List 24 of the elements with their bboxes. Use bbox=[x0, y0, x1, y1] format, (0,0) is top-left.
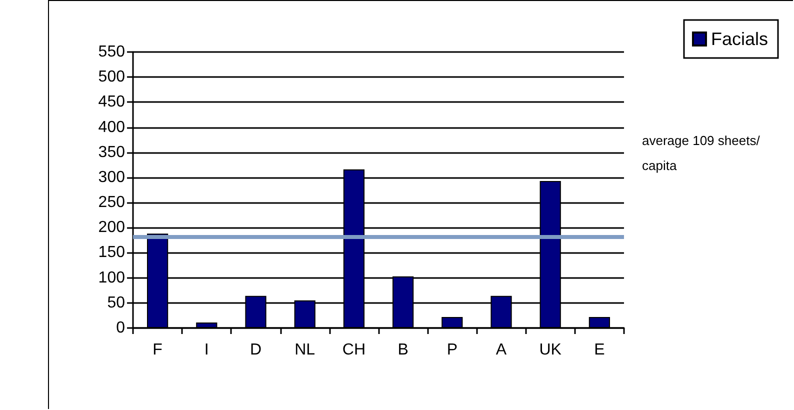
x-tick-label: P bbox=[446, 342, 458, 358]
x-tick-label: CH bbox=[342, 342, 366, 358]
y-tick-label: 150 bbox=[98, 244, 126, 262]
x-tick-label: F bbox=[152, 342, 163, 358]
y-tick-label: 450 bbox=[98, 94, 126, 111]
x-tick-label: D bbox=[250, 342, 262, 358]
y-tick-label: 400 bbox=[98, 118, 126, 136]
legend-label: Facials bbox=[710, 29, 768, 49]
text: average 109 sheets/capita bbox=[642, 133, 760, 173]
y-tick-label: 200 bbox=[98, 219, 126, 236]
x-tick-label: I bbox=[204, 342, 209, 358]
x-tick-label: UK bbox=[539, 342, 562, 358]
y-tick-label: 550 bbox=[98, 44, 126, 60]
y-tick-label: 50 bbox=[107, 294, 126, 312]
y-tick-label: 300 bbox=[98, 168, 126, 186]
x-tick-label: A bbox=[496, 342, 507, 358]
y-tick-label: 500 bbox=[98, 68, 126, 86]
x-tick-label: E bbox=[594, 342, 605, 358]
x-tick-label: NL bbox=[294, 342, 316, 358]
x-tick-label: B bbox=[398, 342, 408, 358]
y-tick-label: 250 bbox=[98, 194, 126, 212]
y-tick-label: 100 bbox=[98, 269, 126, 286]
y-tick-label: 0 bbox=[116, 320, 126, 336]
y-tick-label: 350 bbox=[98, 144, 126, 161]
